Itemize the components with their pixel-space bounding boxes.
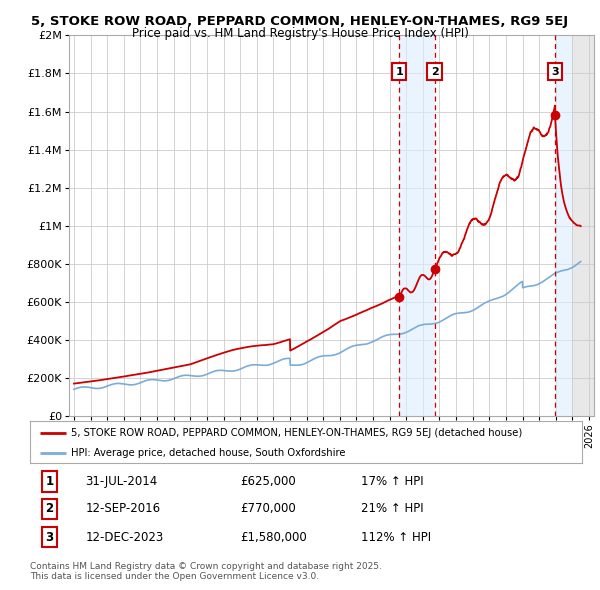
- Text: 1: 1: [395, 67, 403, 77]
- Text: Price paid vs. HM Land Registry's House Price Index (HPI): Price paid vs. HM Land Registry's House …: [131, 27, 469, 40]
- Bar: [399, 35, 434, 416]
- Bar: [572, 35, 600, 416]
- Text: £770,000: £770,000: [240, 502, 296, 516]
- Text: £1,580,000: £1,580,000: [240, 530, 307, 543]
- Text: 112% ↑ HPI: 112% ↑ HPI: [361, 530, 431, 543]
- Bar: [555, 35, 572, 416]
- Text: £625,000: £625,000: [240, 475, 296, 488]
- Text: 3: 3: [551, 67, 559, 77]
- Text: HPI: Average price, detached house, South Oxfordshire: HPI: Average price, detached house, Sout…: [71, 448, 346, 457]
- Text: This data is licensed under the Open Government Licence v3.0.: This data is licensed under the Open Gov…: [30, 572, 319, 581]
- Text: 5, STOKE ROW ROAD, PEPPARD COMMON, HENLEY-ON-THAMES, RG9 5EJ (detached house): 5, STOKE ROW ROAD, PEPPARD COMMON, HENLE…: [71, 428, 523, 438]
- Text: 12-SEP-2016: 12-SEP-2016: [85, 502, 160, 516]
- Text: 12-DEC-2023: 12-DEC-2023: [85, 530, 163, 543]
- Text: 2: 2: [431, 67, 439, 77]
- Text: 1: 1: [45, 475, 53, 488]
- Text: 17% ↑ HPI: 17% ↑ HPI: [361, 475, 424, 488]
- Text: 2: 2: [45, 502, 53, 516]
- Text: Contains HM Land Registry data © Crown copyright and database right 2025.: Contains HM Land Registry data © Crown c…: [30, 562, 382, 571]
- Text: 5, STOKE ROW ROAD, PEPPARD COMMON, HENLEY-ON-THAMES, RG9 5EJ: 5, STOKE ROW ROAD, PEPPARD COMMON, HENLE…: [31, 15, 569, 28]
- Text: 3: 3: [45, 530, 53, 543]
- Text: 21% ↑ HPI: 21% ↑ HPI: [361, 502, 424, 516]
- Text: 31-JUL-2014: 31-JUL-2014: [85, 475, 157, 488]
